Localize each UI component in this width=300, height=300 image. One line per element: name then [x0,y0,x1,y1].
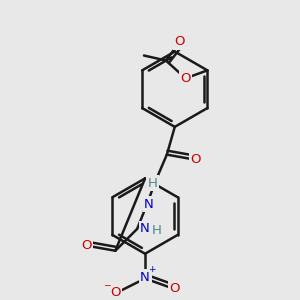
Text: O: O [174,35,185,48]
Text: N: N [144,198,154,211]
Text: O: O [190,153,201,166]
Text: −: − [103,280,110,289]
Text: N: N [140,223,150,236]
Text: O: O [169,282,180,295]
Text: O: O [110,286,121,299]
Text: H: H [148,177,158,190]
Text: O: O [180,72,191,85]
Text: N: N [140,271,150,284]
Text: O: O [81,239,92,252]
Text: +: + [148,265,156,274]
Text: H: H [152,224,162,237]
